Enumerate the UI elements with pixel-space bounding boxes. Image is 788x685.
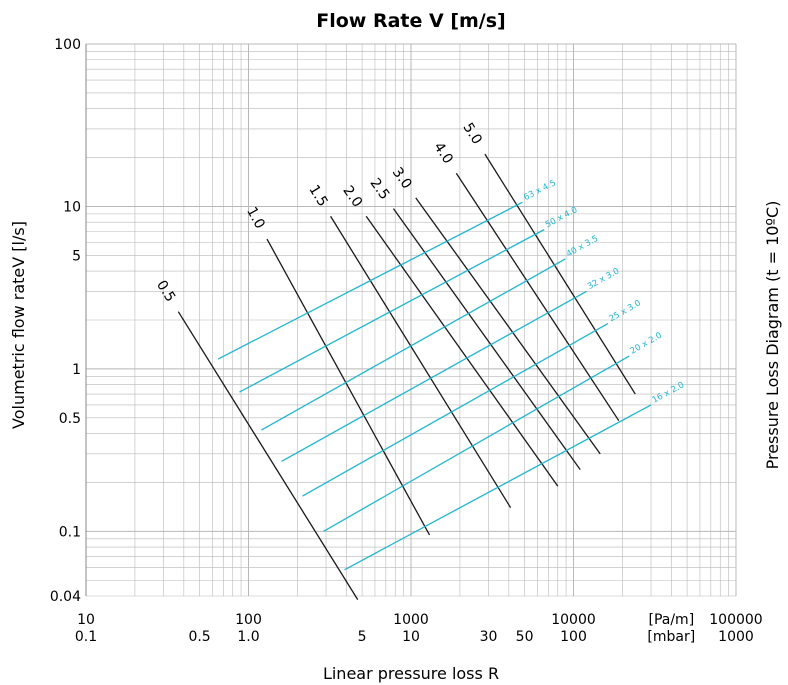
x-tick-sublabel: 50 [516, 629, 534, 645]
pipe-line [344, 404, 652, 571]
x-tick-label: 100000 [709, 612, 762, 628]
x-axis-title: Linear pressure loss R [323, 664, 499, 683]
pipe-label: 63 x 4.5 [522, 178, 558, 203]
x-tick-label: 10 [77, 612, 95, 628]
y-tick-label: 0.04 [50, 589, 81, 605]
x-tick-sublabel: 1.0 [237, 629, 259, 645]
velocity-line [365, 215, 559, 487]
pipe-label: 32 x 3.0 [586, 266, 621, 292]
x-tick-sublabel: 0.5 [188, 629, 210, 645]
x-tick-sublabel: 100 [560, 629, 587, 645]
velocity-line [392, 208, 581, 470]
x-tick-label: [Pa/m] [648, 612, 694, 628]
y-tick-label: 0.5 [59, 411, 81, 427]
velocity-line [455, 172, 620, 422]
velocity-label: 1.5 [305, 182, 330, 209]
pipe-lines: 63 x 4.550 x 4.040 x 3.532 x 3.025 x 3.0… [217, 178, 686, 571]
x-tick-sublabel: 10 [402, 629, 420, 645]
pipe-line [323, 355, 630, 532]
x-tick-sublabel: 1000 [718, 629, 754, 645]
y-tick-label: 100 [54, 37, 81, 53]
x-tick-sublabel: 0.1 [75, 629, 97, 645]
pipe-line [302, 323, 609, 497]
pipe-label: 25 x 3.0 [608, 298, 643, 324]
pipe-label: 16 x 2.0 [651, 380, 686, 405]
y-tick-label: 0.1 [59, 524, 81, 540]
pipe-label: 40 x 3.5 [565, 234, 600, 260]
velocity-line [415, 197, 601, 455]
y-tick-label: 5 [72, 248, 81, 264]
pipe-label: 20 x 2.0 [629, 331, 664, 357]
pipe-line [281, 290, 587, 462]
velocity-label: 2.5 [367, 175, 393, 202]
velocity-line [266, 238, 431, 536]
y-axis-title: Volumetric flow rateV [l/s] [9, 221, 28, 429]
right-side-label: Pressure Loss Diagram (t = 10ºC) [763, 201, 782, 470]
pipe-line [217, 201, 523, 360]
y-tick-label: 1 [72, 362, 81, 378]
grid [85, 43, 737, 597]
velocity-label: 5.0 [459, 120, 484, 147]
pipe-line [239, 229, 545, 393]
velocity-line [177, 311, 359, 600]
x-tick-label: 100 [235, 612, 262, 628]
pipe-line [261, 258, 566, 431]
x-tick-label: 1000 [393, 612, 429, 628]
velocity-label: 1.0 [243, 204, 268, 231]
chart-title: Flow Rate V [m/s] [316, 10, 505, 32]
x-tick-sublabel: 5 [358, 629, 367, 645]
x-tick-label: 10000 [551, 612, 596, 628]
velocity-line [330, 215, 512, 508]
velocity-label: 4.0 [430, 140, 456, 167]
velocity-line [484, 153, 636, 395]
x-tick-sublabel: [mbar] [647, 629, 695, 645]
x-tick-sublabel: 30 [480, 629, 498, 645]
velocity-lines: 0.51.01.5 2.0 2.53.04.05.0 [153, 120, 636, 600]
y-tick-label: 10 [63, 199, 81, 215]
velocity-label: 0.5 [153, 278, 178, 305]
